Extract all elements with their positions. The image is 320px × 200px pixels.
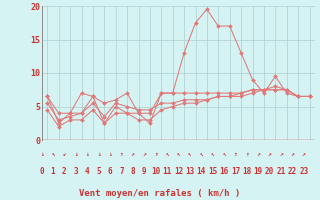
Text: ↖: ↖	[211, 152, 214, 156]
Text: ↓: ↓	[97, 152, 100, 156]
Text: 8: 8	[131, 168, 135, 177]
Text: 10: 10	[151, 168, 160, 177]
Text: Vent moyen/en rafales ( km/h ): Vent moyen/en rafales ( km/h )	[79, 189, 241, 198]
Text: ↗: ↗	[302, 152, 306, 156]
Text: 11: 11	[162, 168, 172, 177]
Text: 19: 19	[253, 168, 263, 177]
Text: ↗: ↗	[142, 152, 146, 156]
Text: 5: 5	[96, 168, 101, 177]
Text: ↖: ↖	[177, 152, 180, 156]
Text: 7: 7	[119, 168, 124, 177]
Text: 16: 16	[220, 168, 228, 177]
Text: ↙: ↙	[62, 152, 66, 156]
Text: 22: 22	[288, 168, 297, 177]
Text: ↓: ↓	[108, 152, 112, 156]
Text: 0: 0	[39, 168, 44, 177]
Text: 12: 12	[174, 168, 183, 177]
Text: ↗: ↗	[131, 152, 135, 156]
Text: 18: 18	[242, 168, 252, 177]
Text: 4: 4	[85, 168, 90, 177]
Text: ↑: ↑	[245, 152, 249, 156]
Text: ↗: ↗	[291, 152, 294, 156]
Text: ↑: ↑	[234, 152, 237, 156]
Text: 6: 6	[108, 168, 112, 177]
Text: ↓: ↓	[85, 152, 89, 156]
Text: 23: 23	[299, 168, 308, 177]
Text: ↗: ↗	[268, 152, 271, 156]
Text: ↖: ↖	[165, 152, 169, 156]
Text: ↑: ↑	[154, 152, 157, 156]
Text: 15: 15	[208, 168, 217, 177]
Text: 13: 13	[185, 168, 195, 177]
Text: 2: 2	[62, 168, 67, 177]
Text: 14: 14	[196, 168, 206, 177]
Text: 17: 17	[231, 168, 240, 177]
Text: 21: 21	[276, 168, 286, 177]
Text: ↖: ↖	[188, 152, 192, 156]
Text: ↗: ↗	[279, 152, 283, 156]
Text: 1: 1	[51, 168, 55, 177]
Text: ↑: ↑	[120, 152, 123, 156]
Text: ↗: ↗	[256, 152, 260, 156]
Text: 20: 20	[265, 168, 274, 177]
Text: 3: 3	[74, 168, 78, 177]
Text: ↓: ↓	[40, 152, 44, 156]
Text: ↖: ↖	[51, 152, 55, 156]
Text: ↖: ↖	[199, 152, 203, 156]
Text: ↖: ↖	[222, 152, 226, 156]
Text: ↓: ↓	[74, 152, 78, 156]
Text: 9: 9	[142, 168, 147, 177]
